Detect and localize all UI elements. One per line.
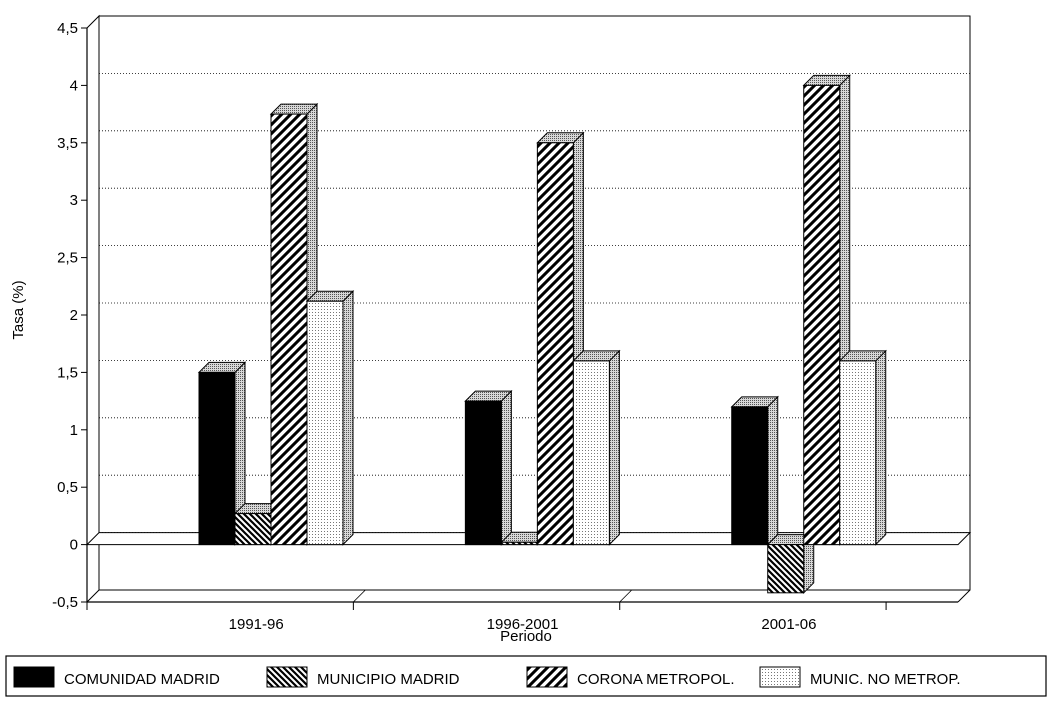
bar — [766, 533, 815, 595]
x-gridline — [619, 589, 633, 603]
bar-front — [198, 371, 236, 546]
floor-edge — [957, 589, 971, 603]
bar-front — [731, 406, 769, 546]
legend-box — [5, 655, 1047, 697]
legend-swatch — [266, 666, 308, 688]
legend-label: MUNIC. NO METROP. — [810, 671, 961, 688]
legend-swatch — [759, 666, 801, 688]
bar-front — [803, 84, 841, 546]
x-axis: 1991-96 1996-2001 2001-06 — [86, 589, 971, 633]
bar-side — [342, 290, 354, 546]
y-tick-label: 3,5 — [57, 135, 78, 152]
legend: COMUNIDAD MADRID MUNICIPIO MADRID CORONA M… — [5, 655, 1047, 697]
x-gridline — [353, 589, 366, 603]
y-tick-label: 2 — [70, 307, 78, 324]
bar-front — [572, 360, 610, 546]
y-tick-label: -0,5 — [52, 594, 78, 611]
bar-front — [464, 400, 502, 546]
bar — [730, 395, 779, 546]
bar-front — [500, 541, 538, 546]
legend-label: MUNICIPIO MADRID — [317, 671, 460, 688]
y-tick-label: 4,5 — [57, 20, 78, 37]
x-tick-label: 2001-06 — [761, 616, 816, 633]
bar — [305, 290, 355, 546]
bars — [197, 74, 887, 595]
legend-swatch — [526, 666, 568, 688]
side-wall — [86, 14, 100, 604]
x-tick-label: 1991-96 — [229, 616, 284, 633]
y-tick-label: 0 — [70, 537, 78, 554]
legend-label: COMUNIDAD MADRID — [64, 671, 220, 688]
bar — [464, 389, 513, 546]
bar-front — [270, 113, 308, 546]
y-tick-label: 1 — [70, 422, 78, 439]
y-axis: -0,5 0 0,5 1 1,5 2 2,5 3 3,5 4 4,5 — [52, 20, 88, 611]
bar-side — [875, 349, 887, 546]
x-axis-title: Periodo — [500, 628, 552, 645]
bar-side — [608, 349, 620, 546]
x-tick-label: 1996-2001 — [487, 616, 559, 633]
bar — [572, 349, 621, 546]
legend-label: CORONA METROPOL. — [577, 671, 735, 688]
y-tick-label: 0,5 — [57, 479, 78, 496]
bar-front — [306, 300, 344, 546]
bar-front — [234, 513, 272, 546]
y-tick-label: 4 — [70, 77, 78, 94]
bar-front — [536, 142, 574, 546]
bar-side — [767, 395, 779, 546]
y-tick-label: 2,5 — [57, 250, 78, 267]
bar-front — [839, 360, 877, 546]
y-tick-label: 3 — [70, 192, 78, 209]
bar-side — [500, 389, 512, 546]
bar — [197, 361, 247, 546]
y-tick-label: 1,5 — [57, 364, 78, 381]
bar — [838, 349, 887, 546]
bar-front — [767, 544, 805, 594]
legend-swatch — [13, 666, 55, 688]
y-axis-title: Tasa (%) — [10, 280, 27, 339]
